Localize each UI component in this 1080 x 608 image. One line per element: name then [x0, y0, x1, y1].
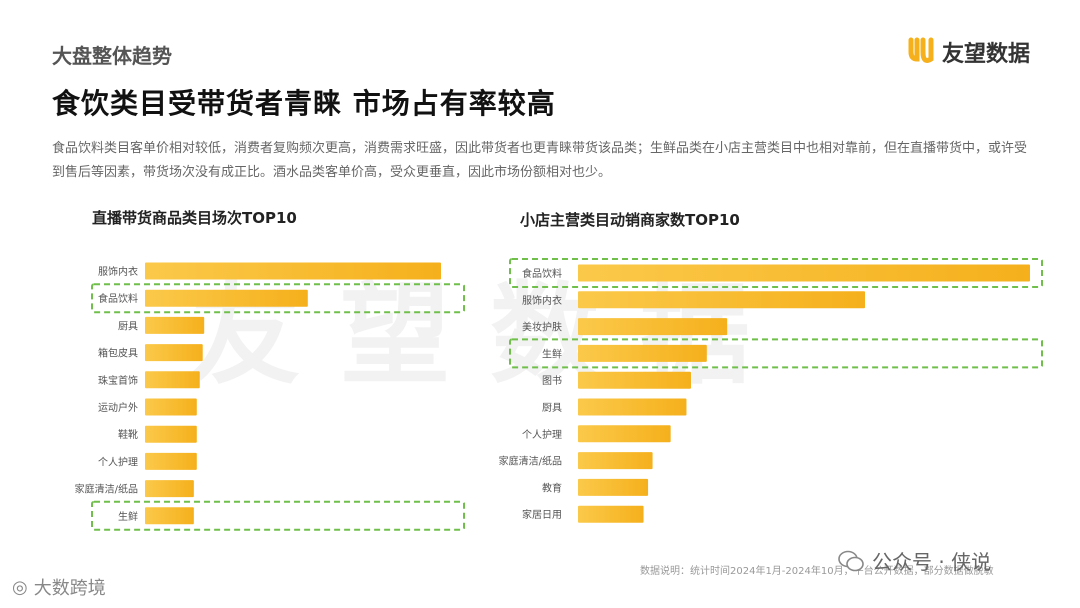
- corner-brand-label: 大数跨境: [33, 578, 106, 599]
- right-chart-bar-0: [578, 264, 1030, 282]
- right-chart-highlight-box-3: [509, 338, 1043, 369]
- left-chart-category-label-1: 食品饮料: [98, 292, 138, 305]
- left-chart-bar-3: [145, 344, 203, 362]
- left-chart-category-label-3: 箱包皮具: [98, 347, 138, 360]
- right-chart-category-label-7: 家庭清洁/纸品: [499, 455, 562, 468]
- left-chart-category-label-5: 运动户外: [98, 401, 138, 414]
- section-label: 大盘整体趋势: [52, 44, 172, 68]
- left-chart-category-label-6: 鞋靴: [118, 428, 138, 441]
- right-chart-category-label-4: 图书: [542, 375, 562, 387]
- right-chart-bar-4: [578, 371, 691, 389]
- chart-title-left: 直播带货商品类目场次TOP10: [92, 209, 297, 227]
- left-chart-category-label-8: 家庭清洁/纸品: [75, 483, 138, 496]
- wechat-account: 公众号 · 侠说: [838, 546, 991, 575]
- left-chart-category-label-4: 珠宝首饰: [98, 374, 138, 387]
- right-chart-bar-5: [578, 398, 687, 416]
- right-chart-category-label-3: 生鲜: [542, 347, 562, 360]
- left-chart-category-label-2: 厨具: [118, 320, 138, 332]
- brand-logo: 友望数据: [908, 36, 1030, 68]
- footer-note: 数据说明：统计时间2024年1月-2024年10月，平台公开数据，部分数据做脱敏: [640, 566, 994, 577]
- left-chart-bar-2: [145, 316, 205, 334]
- left-chart-highlight-box-1: [91, 283, 465, 314]
- page-title: 食饮类目受带货者青睐 市场占有率较高: [52, 87, 556, 120]
- right-chart-category-label-2: 美妆护肤: [522, 321, 562, 334]
- left-chart-bar-8: [145, 480, 194, 498]
- brand-logo-icon: [908, 37, 934, 63]
- chart-title-right: 小店主营类目动销商家数TOP10: [520, 211, 740, 229]
- left-chart-category-label-9: 生鲜: [118, 510, 138, 523]
- right-chart-category-label-9: 家居日用: [522, 508, 562, 521]
- left-chart-bar-7: [145, 452, 197, 470]
- left-chart-bar-9: [145, 507, 194, 525]
- right-chart-category-label-8: 教育: [542, 481, 562, 494]
- right-chart-category-label-0: 食品饮料: [522, 267, 562, 280]
- left-chart-category-label-0: 服饰内衣: [98, 265, 138, 278]
- right-chart-highlight-box-0: [509, 258, 1043, 288]
- left-chart-category-label-7: 个人护理: [98, 455, 138, 468]
- corner-brand-icon: ◎: [12, 576, 28, 598]
- right-chart-bar-8: [578, 478, 649, 496]
- right-chart-bar-6: [578, 425, 671, 443]
- description: 食品饮料类目客单价相对较低，消费者复购频次更高，消费需求旺盛，因此带货者也更青睐…: [52, 141, 1028, 180]
- right-chart-bar-7: [578, 452, 653, 470]
- right-chart-category-label-6: 个人护理: [522, 428, 562, 441]
- left-chart-bar-4: [145, 371, 200, 389]
- left-chart-bar-1: [145, 289, 308, 307]
- right-chart-bar-3: [578, 344, 707, 362]
- right-chart-bar-2: [578, 318, 728, 336]
- left-chart-bar-6: [145, 425, 197, 443]
- right-chart-bar-1: [578, 291, 866, 309]
- wechat-label: 公众号 · 侠说: [872, 550, 992, 574]
- left-chart-bar-0: [145, 262, 441, 280]
- brand-name: 友望数据: [941, 42, 1030, 67]
- right-chart-bar-9: [578, 505, 644, 523]
- wechat-icon: [838, 550, 864, 571]
- left-chart-highlight-box-9: [91, 500, 465, 531]
- right-chart-category-label-5: 厨具: [542, 402, 562, 414]
- right-chart-category-label-1: 服饰内衣: [522, 294, 562, 307]
- left-chart-bar-5: [145, 398, 197, 416]
- corner-brand: ◎ 大数跨境: [12, 574, 106, 600]
